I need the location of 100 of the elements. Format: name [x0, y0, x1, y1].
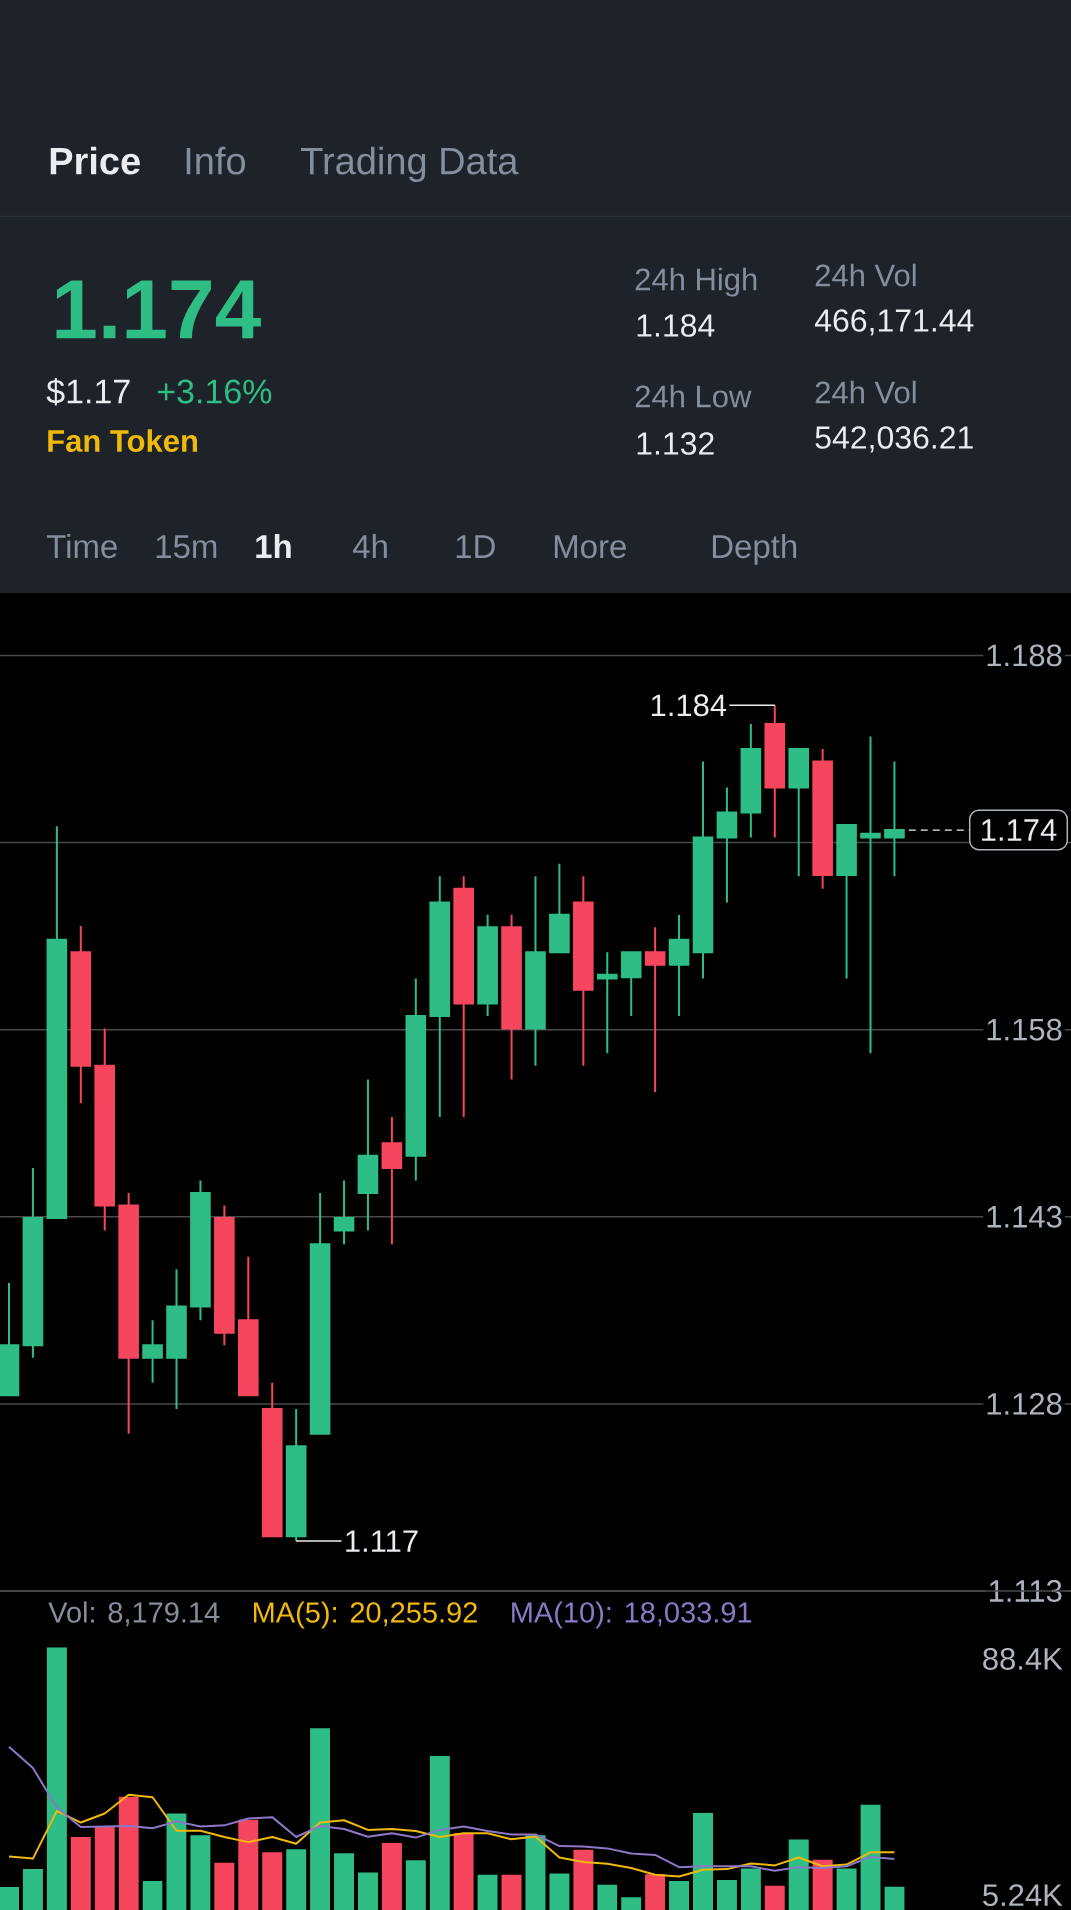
candlestick [309, 1192, 331, 1435]
y-tick-label: 5.24K [983, 1884, 1063, 1907]
candlestick [716, 786, 738, 904]
candlestick [429, 875, 451, 1118]
text: Depth [712, 533, 797, 565]
text: More [554, 535, 626, 559]
bar [812, 1859, 833, 1910]
candlestick [596, 951, 618, 1055]
bar [788, 1839, 809, 1910]
candlestick [142, 1319, 163, 1384]
candlestick [860, 735, 881, 1055]
y-tick-label: 1.128 [987, 1392, 1062, 1415]
text: 15m [156, 535, 217, 559]
text: 24h Low [635, 384, 752, 408]
candlestick [190, 1179, 211, 1322]
y-tick-label: 1.188 [987, 644, 1062, 667]
bar [764, 1885, 785, 1910]
bar [453, 1833, 474, 1910]
bar [142, 1881, 163, 1910]
candlestick [46, 825, 68, 1220]
candlestick [692, 760, 714, 980]
candlestick [836, 824, 857, 980]
bar [836, 1868, 857, 1910]
bar [645, 1874, 666, 1910]
bar [0, 1887, 19, 1910]
text: 1h [256, 533, 291, 558]
bar [334, 1853, 355, 1910]
text: 24h Vol [815, 380, 916, 404]
bar [118, 1796, 139, 1910]
bar [860, 1804, 881, 1910]
text: Price [50, 146, 140, 175]
bar [740, 1868, 761, 1910]
text: Fan Token [48, 429, 198, 452]
bar [405, 1860, 426, 1910]
bar [884, 1886, 905, 1910]
annotation: 1.184 [651, 694, 727, 717]
text: Time [46, 533, 117, 559]
text: 1.184 [637, 314, 715, 337]
text: 24h Vol [815, 263, 916, 287]
bar [310, 1728, 331, 1910]
candlestick [405, 977, 427, 1182]
candlestick [740, 723, 762, 839]
text: 1.132 [637, 432, 714, 455]
y-tick-label: 88.4K [983, 1647, 1063, 1670]
candlestick [0, 1281, 20, 1397]
bar [190, 1835, 211, 1910]
candlestick [22, 1167, 44, 1359]
bar [716, 1879, 737, 1910]
annotation: Vol: 8,179.14 [48, 1601, 220, 1627]
candlestick [668, 913, 690, 1017]
bar [22, 1869, 43, 1910]
text: 1.174 [56, 280, 261, 339]
text: 24h High [635, 267, 757, 297]
candlestick [525, 875, 546, 1067]
candlestick [333, 1179, 355, 1246]
bar [692, 1812, 713, 1910]
y-tick-label: 1.143 [987, 1205, 1062, 1228]
y-tick-label: 1.113 [989, 1580, 1062, 1602]
text: +3.16% [157, 379, 272, 404]
bar [477, 1874, 498, 1910]
text: Info [186, 146, 245, 175]
bar [621, 1897, 642, 1910]
line-series [8, 1793, 896, 1878]
candlestick [620, 951, 642, 1017]
text: MA(5): 20,255.92 [253, 1601, 477, 1629]
candlestick [549, 862, 570, 954]
bar [501, 1874, 522, 1910]
candlestick [644, 926, 666, 1094]
bar [573, 1849, 594, 1910]
text: 1D [456, 535, 495, 558]
ref-line-label: 1.174 [982, 819, 1057, 841]
y-tick-label: 1.158 [987, 1018, 1062, 1041]
text: 4h [352, 533, 387, 558]
candlestick [166, 1268, 187, 1410]
bar [549, 1873, 570, 1910]
bar [597, 1884, 618, 1910]
annotation: 1.117 [346, 1530, 418, 1552]
bar [286, 1849, 307, 1910]
bar [214, 1862, 235, 1910]
bar [669, 1881, 690, 1910]
candlestick [357, 1078, 379, 1232]
bar [381, 1842, 402, 1910]
bar [262, 1852, 283, 1910]
bar [94, 1826, 115, 1910]
text: MA(10): 18,033.91 [512, 1601, 752, 1629]
bar [357, 1872, 378, 1910]
bar [525, 1835, 546, 1910]
candlestick [477, 913, 498, 1017]
candlestick [788, 747, 810, 878]
text: Trading Data [301, 146, 519, 183]
candlestick [884, 760, 905, 878]
text: $1.17 [46, 378, 130, 406]
text: 466,171.44 [814, 309, 974, 336]
text: 542,036.21 [815, 426, 973, 453]
bar [429, 1756, 450, 1910]
bar [166, 1813, 187, 1910]
bar [70, 1837, 91, 1910]
bar [46, 1647, 67, 1910]
candlestick [285, 1407, 307, 1543]
bar [238, 1819, 259, 1910]
